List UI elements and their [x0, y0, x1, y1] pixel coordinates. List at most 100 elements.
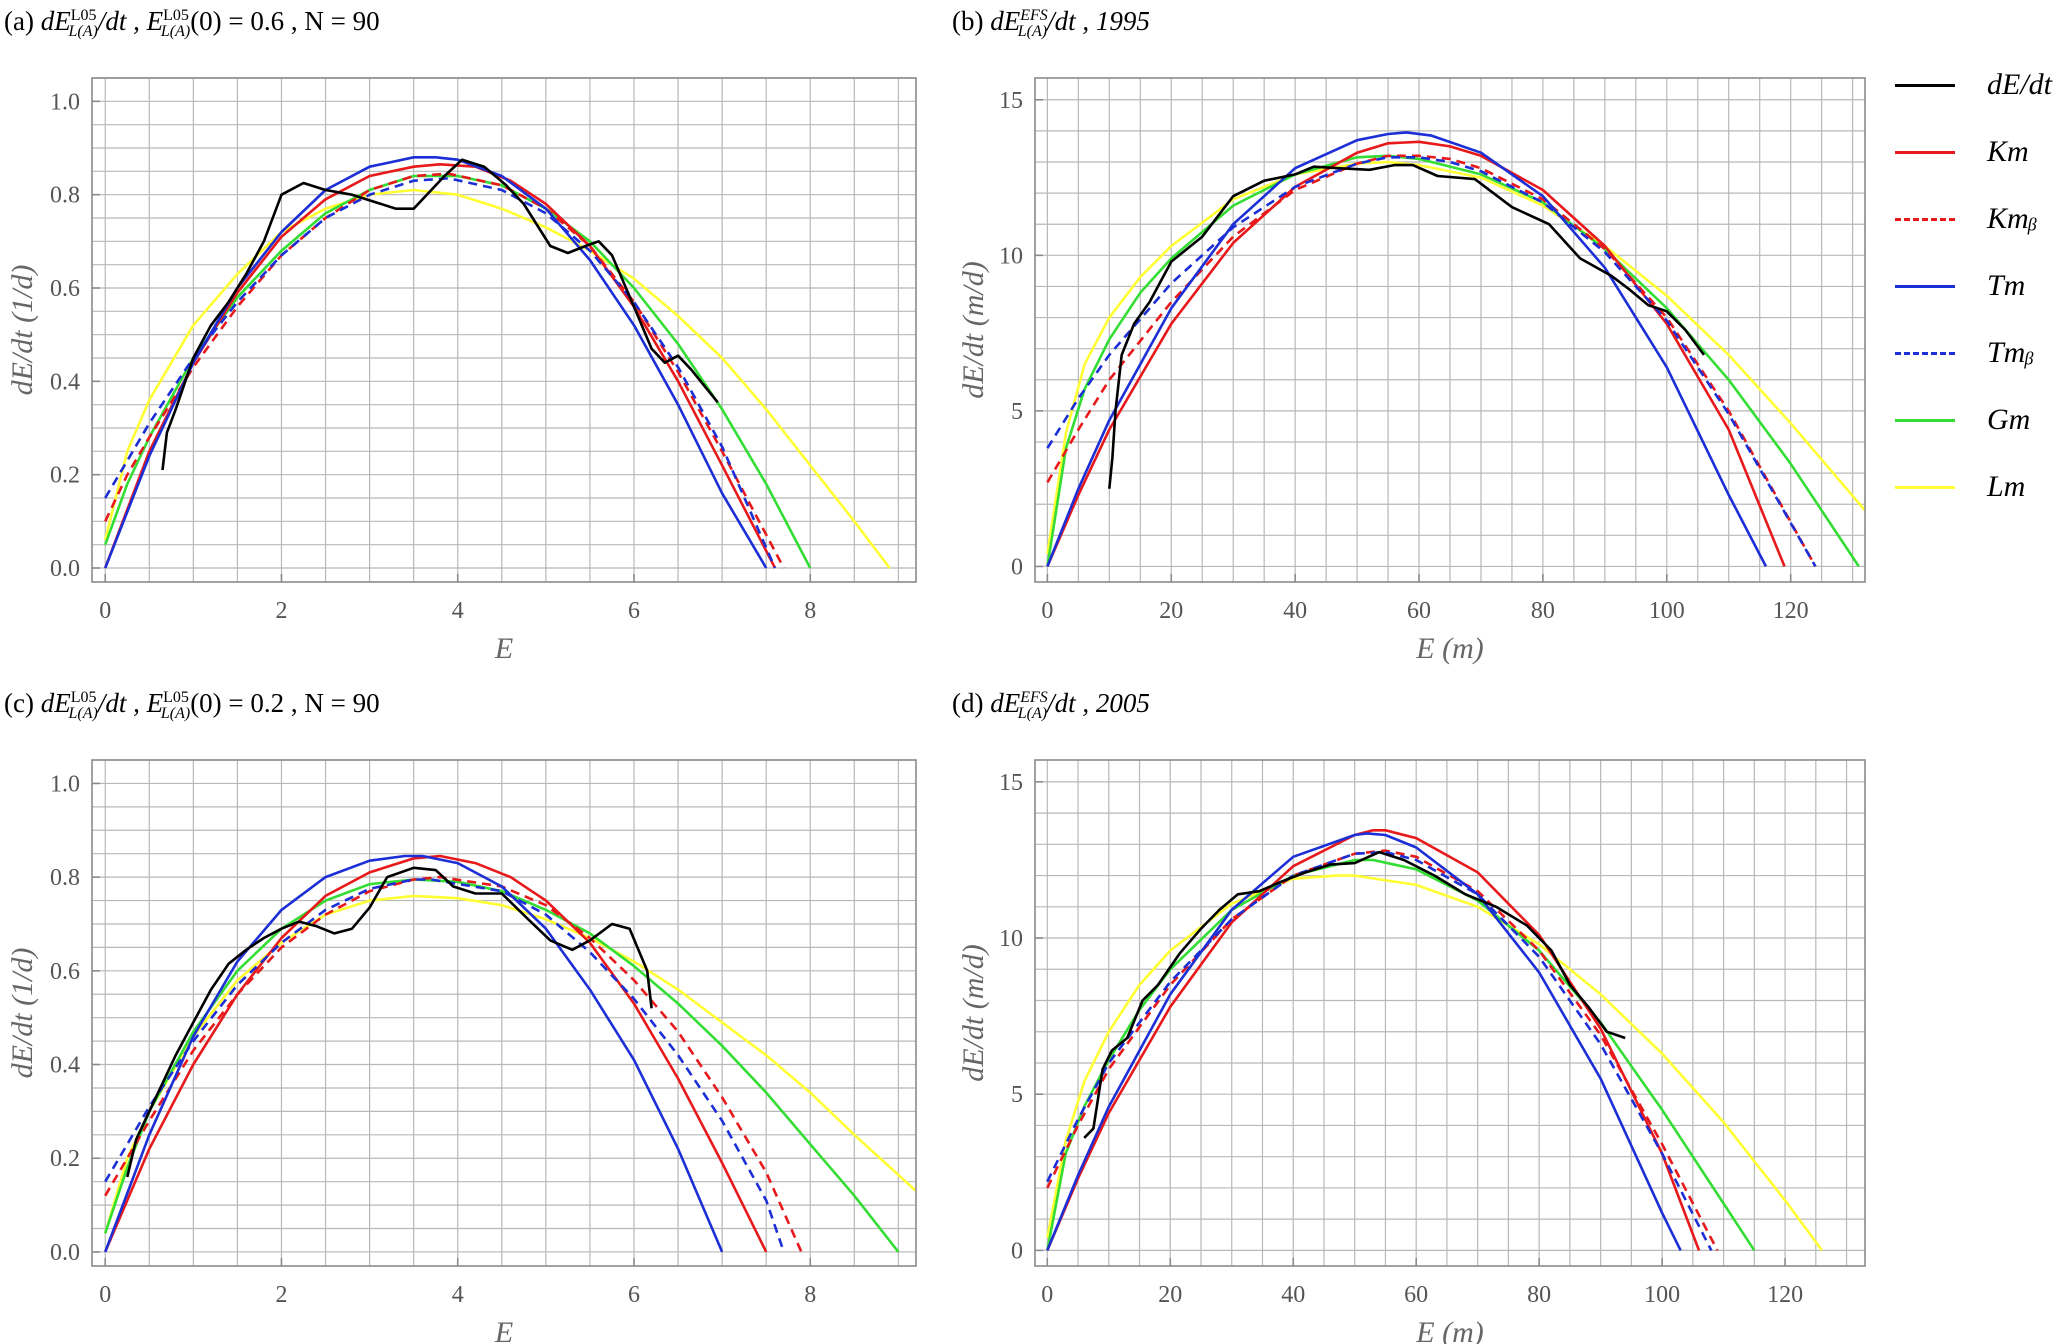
panel-d-plot: 0 20 40 60 80 100 120 0 5 10 15 E (m) dE/dt (m/d) [957, 759, 1866, 1344]
panel-b-title-sub: L(A) [1017, 23, 1048, 41]
legend-label-gm: Gm [1987, 403, 2031, 436]
legend-item-km-beta: Kmᵦ [1895, 200, 2067, 240]
legend-item-lm: Lm [1895, 468, 2067, 508]
series-dedt-line [1108, 163, 1706, 489]
series-tm-line [1046, 832, 1682, 1251]
panel-d-title-rest: /dt , 2005 [1047, 688, 1150, 718]
panel-d-letter: (d) [952, 688, 984, 718]
y-tick-label: 0.0 [50, 556, 80, 582]
panel-c-title-sup: L05 [70, 689, 97, 706]
y-tick-label: 15 [999, 88, 1023, 114]
x-tick-label: 0 [99, 598, 111, 624]
legend-item-tm-beta: Tmᵦ [1895, 334, 2067, 374]
x-tick-label: 60 [1407, 598, 1431, 624]
series-tm-beta-line [1046, 850, 1713, 1251]
legend-label-tm: Tm [1987, 269, 2026, 302]
legend-item-tm: Tm [1895, 267, 2067, 307]
panel-a-title-sup2: L05 [163, 7, 189, 24]
x-tick-label: 40 [1283, 598, 1307, 624]
x-tick-label: 120 [1767, 1282, 1803, 1308]
x-tick-label: 0 [99, 1282, 111, 1308]
series-km-line [104, 854, 768, 1253]
panel-b-title-sup: EFS [1020, 7, 1048, 24]
x-tick-label: 80 [1527, 1282, 1551, 1308]
series-tm-beta-line [104, 177, 777, 569]
grid-a [92, 77, 916, 582]
x-tick-label: 100 [1644, 1282, 1680, 1308]
panel-d-title: (d) dEEFSL(A)/dt , 2005 [952, 688, 1150, 723]
plot-frame [1034, 759, 1866, 1267]
y-tick-label: 0.2 [50, 1146, 80, 1172]
series-dedt-line [1083, 850, 1626, 1139]
x-axis-label: E [494, 1316, 513, 1344]
y-tick-label: 15 [999, 770, 1023, 796]
panel-a-title-tail: (0) = 0.6 , N = 90 [190, 6, 380, 36]
panel-a-title-sup: L05 [70, 7, 97, 24]
legend-item-gm: Gm [1895, 401, 2067, 441]
series-group-d [1046, 828, 1824, 1252]
y-tick-label: 0.2 [50, 463, 80, 489]
y-tick-label: 0 [1011, 1238, 1023, 1264]
panel-d-title-main: dE [990, 688, 1021, 718]
plot-frame [1034, 77, 1866, 583]
x-tick-label: 0 [1041, 598, 1053, 624]
grid-d [1035, 760, 1865, 1266]
x-tick-label: 20 [1158, 1282, 1182, 1308]
legend-label-lm: Lm [1987, 470, 2026, 503]
series-km-line [1046, 140, 1786, 567]
series-gm-line [103, 174, 812, 569]
plot-frame [91, 77, 917, 583]
series-group-c [103, 854, 916, 1253]
legend-label-km: Km [1987, 135, 2029, 168]
panel-a-title-sub: L(A) [68, 23, 98, 41]
legend-swatch-gm [1895, 419, 1955, 422]
y-tick-label: 0.6 [50, 276, 80, 302]
y-tick-label: 0 [1011, 554, 1023, 580]
series-lm-line [1046, 874, 1824, 1252]
y-tick-label: 1.0 [50, 771, 80, 797]
y-tick-label: 0.8 [50, 865, 80, 891]
x-tick-label: 8 [804, 598, 816, 624]
panel-c-plot: 0 2 4 6 8 0.0 0.2 0.4 0.6 0.8 1.0 EdE/dt (1/d) [6, 759, 917, 1344]
legend-swatch-dedt [1895, 84, 1955, 87]
x-axis-label: E [494, 632, 513, 665]
x-tick-label: 2 [275, 598, 287, 624]
panel-a-plot: 0 2 4 6 8 0.0 0.2 0.4 0.6 0.8 1.0 EdE/dt (1/d) [6, 77, 917, 665]
x-tick-label: 100 [1649, 598, 1685, 624]
x-axis-label: E (m) [1415, 1316, 1483, 1344]
x-tick-label: 4 [452, 598, 464, 624]
series-lm-line [1046, 160, 1865, 555]
series-km-beta-line [104, 172, 785, 569]
legend-label-tm-beta: Tmᵦ [1987, 336, 2034, 369]
x-tick-label: 60 [1404, 1282, 1428, 1308]
panel-b-letter: (b) [952, 6, 984, 36]
legend-swatch-lm [1895, 486, 1955, 489]
legend-swatch-km [1895, 151, 1955, 154]
x-tick-label: 20 [1159, 598, 1183, 624]
panel-c-title-main: dE [40, 688, 71, 718]
series-group-a [103, 156, 891, 569]
legend-swatch-tm [1895, 285, 1955, 288]
panel-a-letter: (a) [4, 6, 34, 36]
y-axis-label: dE/dt (1/d) [6, 948, 39, 1079]
x-tick-label: 40 [1281, 1282, 1305, 1308]
panel-c-title-tail: (0) = 0.2 , N = 90 [190, 688, 380, 718]
series-km-line [103, 163, 777, 569]
legend-swatch-km-beta [1895, 218, 1955, 221]
x-tick-label: 80 [1531, 598, 1555, 624]
series-km-beta-line [1046, 154, 1817, 568]
series-tm-beta-line [1046, 156, 1817, 568]
y-tick-label: 0.6 [50, 959, 80, 985]
y-tick-label: 0.4 [50, 369, 80, 395]
panel-b-title-main: dE [990, 6, 1021, 36]
x-axis-label: E (m) [1415, 632, 1483, 665]
panel-a-title-main: dE [40, 6, 71, 36]
y-tick-label: 0.4 [50, 1053, 80, 1079]
plot-frame [91, 759, 917, 1267]
series-gm-line [1046, 858, 1756, 1252]
panel-b-title-rest: /dt , 1995 [1047, 6, 1150, 36]
series-lm-line [103, 894, 916, 1234]
series-group-b [1046, 131, 1865, 568]
y-axis-label: dE/dt (m/d) [957, 261, 990, 398]
